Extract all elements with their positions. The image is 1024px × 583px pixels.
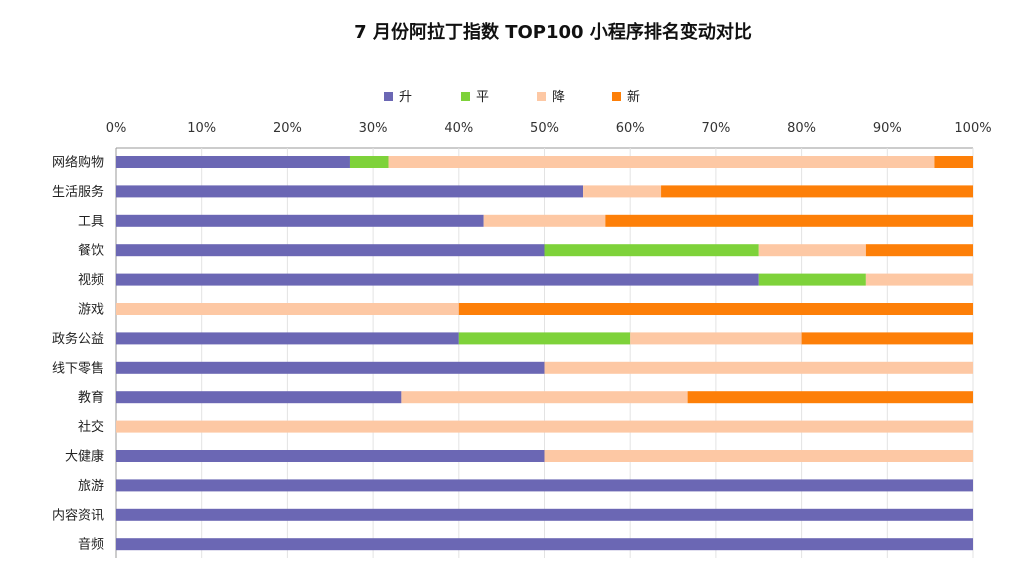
bar-segment-新 — [687, 391, 973, 404]
legend-label: 升 — [399, 90, 412, 105]
x-tick-label: 90% — [873, 121, 902, 136]
bar-segment-升 — [116, 391, 402, 404]
bar-segment-降 — [116, 420, 973, 433]
legend-swatch — [384, 92, 393, 101]
x-tick-label: 40% — [444, 121, 473, 136]
y-category-label: 社交 — [78, 419, 104, 435]
y-category-label: 工具 — [78, 214, 104, 229]
legend-label: 平 — [476, 90, 489, 105]
x-tick-label: 80% — [787, 121, 816, 136]
bar-segment-新 — [458, 303, 973, 315]
bar-segment-升 — [116, 450, 545, 462]
bar-segment-新 — [801, 332, 973, 345]
y-category-label: 政务公益 — [52, 331, 104, 347]
y-category-label: 教育 — [78, 390, 104, 406]
bar-segment-升 — [116, 361, 545, 374]
legend-label: 降 — [552, 90, 565, 105]
legend-swatch — [537, 92, 546, 101]
y-category-label: 大健康 — [65, 449, 104, 465]
x-tick-label: 100% — [954, 121, 991, 136]
bar-segment-降 — [758, 244, 866, 257]
bar-segment-新 — [934, 156, 973, 168]
x-tick-label: 10% — [187, 121, 216, 136]
x-tick-label: 30% — [359, 121, 388, 136]
y-category-label: 网络购物 — [52, 155, 104, 171]
bar-segment-平 — [544, 244, 759, 257]
bar-segment-升 — [116, 538, 973, 551]
x-tick-label: 20% — [273, 121, 302, 136]
bar-segment-降 — [388, 156, 935, 168]
bar-segment-降 — [544, 361, 973, 374]
bar-segment-平 — [458, 332, 631, 345]
legend-label: 新 — [627, 89, 640, 105]
chart-title: 7 月份阿拉丁指数 TOP100 小程序排名变动对比 — [354, 21, 752, 43]
bar-segment-升 — [116, 156, 350, 168]
bar-segment-新 — [661, 185, 973, 198]
x-axis-ticks: 0% 10% 20% 30% 40% 50% 60% 70% 80% 90% 100% — [106, 121, 992, 136]
bar-segment-升 — [116, 214, 484, 227]
x-tick-label: 50% — [530, 121, 559, 136]
gridlines — [115, 147, 974, 558]
bar-segment-降 — [630, 332, 802, 345]
bar-segment-降 — [116, 303, 459, 315]
bar-segment-降 — [583, 185, 662, 198]
bar-segment-新 — [865, 244, 973, 257]
y-category-label: 音频 — [78, 537, 104, 553]
bar-segment-升 — [116, 185, 584, 198]
bar-segment-升 — [116, 244, 545, 257]
bars — [116, 156, 973, 551]
bar-segment-升 — [116, 479, 973, 492]
bar-segment-降 — [865, 273, 973, 286]
y-category-label: 旅游 — [78, 479, 104, 494]
bar-segment-新 — [605, 214, 973, 227]
legend-swatch — [612, 92, 621, 101]
y-category-label: 游戏 — [78, 303, 104, 318]
x-tick-label: 0% — [106, 121, 127, 136]
y-category-label: 生活服务 — [52, 184, 104, 200]
bar-segment-升 — [116, 273, 759, 286]
y-category-label: 视频 — [78, 273, 104, 288]
bar-segment-升 — [116, 332, 459, 345]
y-category-label: 内容资讯 — [52, 507, 104, 523]
bar-segment-平 — [349, 156, 389, 168]
bar-segment-降 — [401, 391, 688, 404]
bar-segment-降 — [483, 214, 606, 227]
bar-segment-降 — [544, 450, 973, 462]
y-category-label: 餐饮 — [78, 243, 104, 259]
bar-segment-平 — [758, 273, 866, 286]
x-tick-label: 70% — [701, 121, 730, 136]
legend-swatch — [461, 92, 470, 101]
bar-segment-升 — [116, 508, 973, 521]
legend: 升平降新 — [384, 89, 640, 105]
x-tick-label: 60% — [616, 121, 645, 136]
y-category-label: 线下零售 — [52, 360, 104, 376]
